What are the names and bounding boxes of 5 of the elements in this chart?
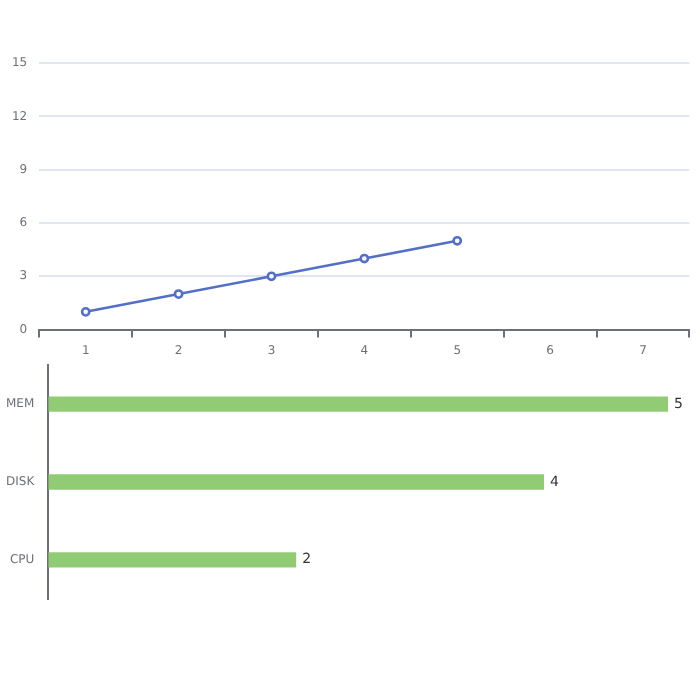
point — [452, 235, 463, 246]
point — [80, 306, 91, 317]
point — [266, 271, 277, 282]
point — [359, 253, 370, 264]
point — [173, 289, 184, 299]
